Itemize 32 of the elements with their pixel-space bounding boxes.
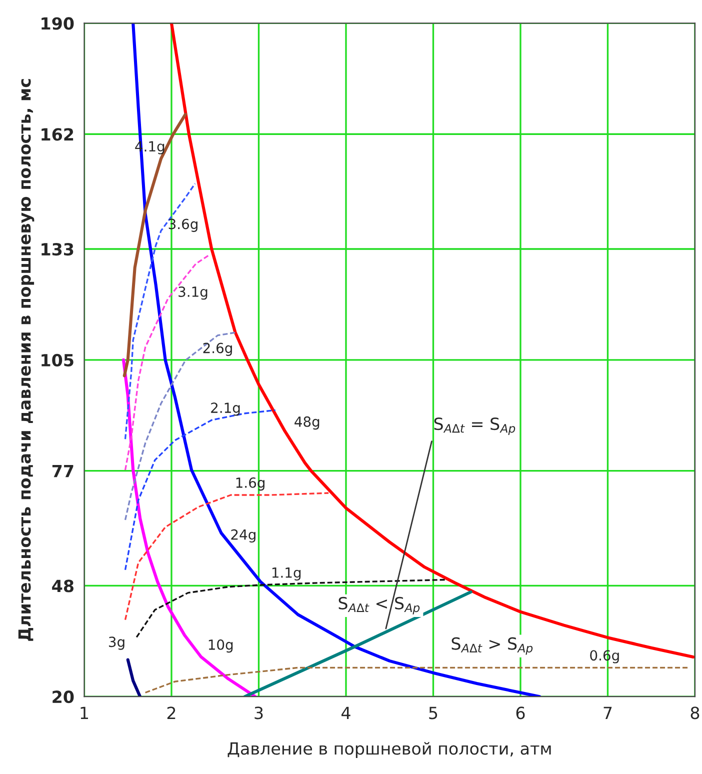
x-axis-title: Давление в поршневой полости, атм — [228, 742, 551, 758]
annotation: S$_{AΔt}$ < S$_{Ap}$ — [338, 596, 420, 614]
series-label: 48g — [294, 416, 320, 430]
y-tick-label: 133 — [42, 242, 74, 256]
series-label: 3g — [108, 636, 124, 650]
x-tick-label: 4 — [342, 706, 350, 719]
annotation: S$_{AΔt}$ = S$_{Ap}$ — [434, 418, 516, 436]
line-series — [124, 492, 330, 621]
line-series — [136, 578, 446, 638]
series-label: 2.6g — [203, 342, 232, 356]
x-tick-label: 1 — [80, 706, 88, 719]
y-tick-label: 162 — [42, 128, 74, 141]
annotation: S$_{AΔt}$ > S$_{Ap}$ — [452, 637, 533, 655]
y-tick-label: 20 — [52, 690, 74, 704]
line-series — [144, 666, 689, 694]
series-label: 24g — [231, 529, 256, 543]
y-tick-label: 105 — [42, 354, 74, 366]
series-label: 1.1g — [272, 567, 301, 581]
x-tick-label: 8 — [690, 706, 700, 720]
series-label: 2.1g — [211, 402, 240, 416]
y-tick-label: 48 — [52, 580, 74, 592]
series-label: 10g — [208, 639, 233, 653]
x-tick-label: 5 — [429, 706, 438, 720]
y-tick-label: 190 — [42, 17, 74, 30]
x-tick-label: 7 — [604, 706, 612, 719]
y-tick-label: 77 — [52, 465, 74, 478]
y-axis-title: Длительность подачи давления в поршневую полость, мс — [18, 79, 34, 641]
line-series — [132, 23, 542, 697]
series-label: 3.1g — [178, 286, 208, 300]
x-tick-label: 3 — [254, 706, 263, 720]
x-tick-label: 2 — [167, 706, 176, 719]
x-tick-label: 6 — [516, 706, 525, 720]
